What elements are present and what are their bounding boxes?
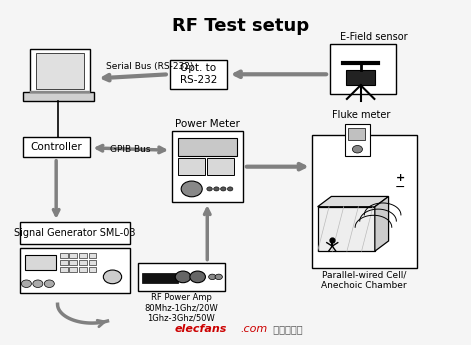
FancyBboxPatch shape: [89, 253, 97, 258]
FancyBboxPatch shape: [60, 260, 68, 265]
FancyBboxPatch shape: [23, 137, 89, 157]
Text: Signal Generator SML-03: Signal Generator SML-03: [14, 228, 136, 238]
FancyBboxPatch shape: [69, 260, 77, 265]
FancyBboxPatch shape: [348, 128, 365, 140]
FancyBboxPatch shape: [20, 248, 130, 293]
Circle shape: [33, 280, 43, 287]
FancyBboxPatch shape: [69, 253, 77, 258]
Circle shape: [220, 187, 226, 191]
FancyBboxPatch shape: [23, 92, 94, 101]
Text: elecfans: elecfans: [174, 324, 227, 334]
FancyBboxPatch shape: [60, 253, 68, 258]
Circle shape: [214, 187, 219, 191]
FancyBboxPatch shape: [20, 223, 130, 244]
Text: 电子发烧友: 电子发烧友: [267, 324, 303, 334]
FancyBboxPatch shape: [30, 91, 89, 93]
FancyBboxPatch shape: [345, 124, 370, 156]
FancyBboxPatch shape: [142, 273, 178, 283]
Text: Serial Bus (RS-232): Serial Bus (RS-232): [106, 62, 193, 71]
FancyBboxPatch shape: [312, 135, 417, 268]
FancyBboxPatch shape: [89, 267, 97, 273]
Circle shape: [103, 270, 122, 284]
Circle shape: [207, 187, 212, 191]
Polygon shape: [317, 196, 389, 207]
Circle shape: [215, 274, 222, 279]
FancyBboxPatch shape: [346, 70, 375, 85]
Text: .com: .com: [241, 324, 268, 334]
Text: RF Test setup: RF Test setup: [172, 17, 309, 35]
FancyBboxPatch shape: [60, 267, 68, 273]
Text: +: +: [395, 172, 405, 183]
FancyBboxPatch shape: [330, 44, 397, 94]
Text: Fluke meter: Fluke meter: [332, 110, 390, 120]
Circle shape: [175, 271, 191, 283]
FancyBboxPatch shape: [178, 138, 236, 156]
FancyBboxPatch shape: [89, 260, 97, 265]
Text: Power Meter: Power Meter: [175, 119, 240, 129]
Text: Opt. to
RS-232: Opt. to RS-232: [179, 63, 217, 85]
Circle shape: [352, 146, 363, 153]
Polygon shape: [375, 196, 389, 251]
FancyBboxPatch shape: [138, 263, 225, 290]
FancyBboxPatch shape: [178, 158, 204, 175]
Circle shape: [44, 280, 54, 287]
Circle shape: [21, 280, 32, 287]
Circle shape: [227, 187, 233, 191]
Text: Parallel-wired Cell/
Anechoic Chamber: Parallel-wired Cell/ Anechoic Chamber: [322, 271, 407, 290]
FancyBboxPatch shape: [36, 53, 84, 89]
FancyBboxPatch shape: [79, 267, 87, 273]
FancyBboxPatch shape: [69, 267, 77, 273]
Text: Controller: Controller: [31, 142, 82, 152]
Text: RF Power Amp
80Mhz-1Ghz/20W
1Ghz-3Ghz/50W: RF Power Amp 80Mhz-1Ghz/20W 1Ghz-3Ghz/50…: [144, 293, 218, 323]
FancyBboxPatch shape: [24, 255, 56, 270]
Circle shape: [181, 181, 202, 197]
Circle shape: [190, 271, 205, 283]
FancyBboxPatch shape: [207, 158, 234, 175]
FancyBboxPatch shape: [30, 49, 89, 92]
Circle shape: [209, 274, 216, 279]
FancyBboxPatch shape: [79, 253, 87, 258]
FancyBboxPatch shape: [317, 207, 375, 251]
Text: E-Field sensor: E-Field sensor: [341, 32, 408, 42]
FancyBboxPatch shape: [170, 60, 227, 89]
FancyBboxPatch shape: [79, 260, 87, 265]
Text: −: −: [395, 181, 405, 194]
FancyBboxPatch shape: [172, 131, 243, 201]
Text: GPIB Bus: GPIB Bus: [110, 145, 151, 154]
